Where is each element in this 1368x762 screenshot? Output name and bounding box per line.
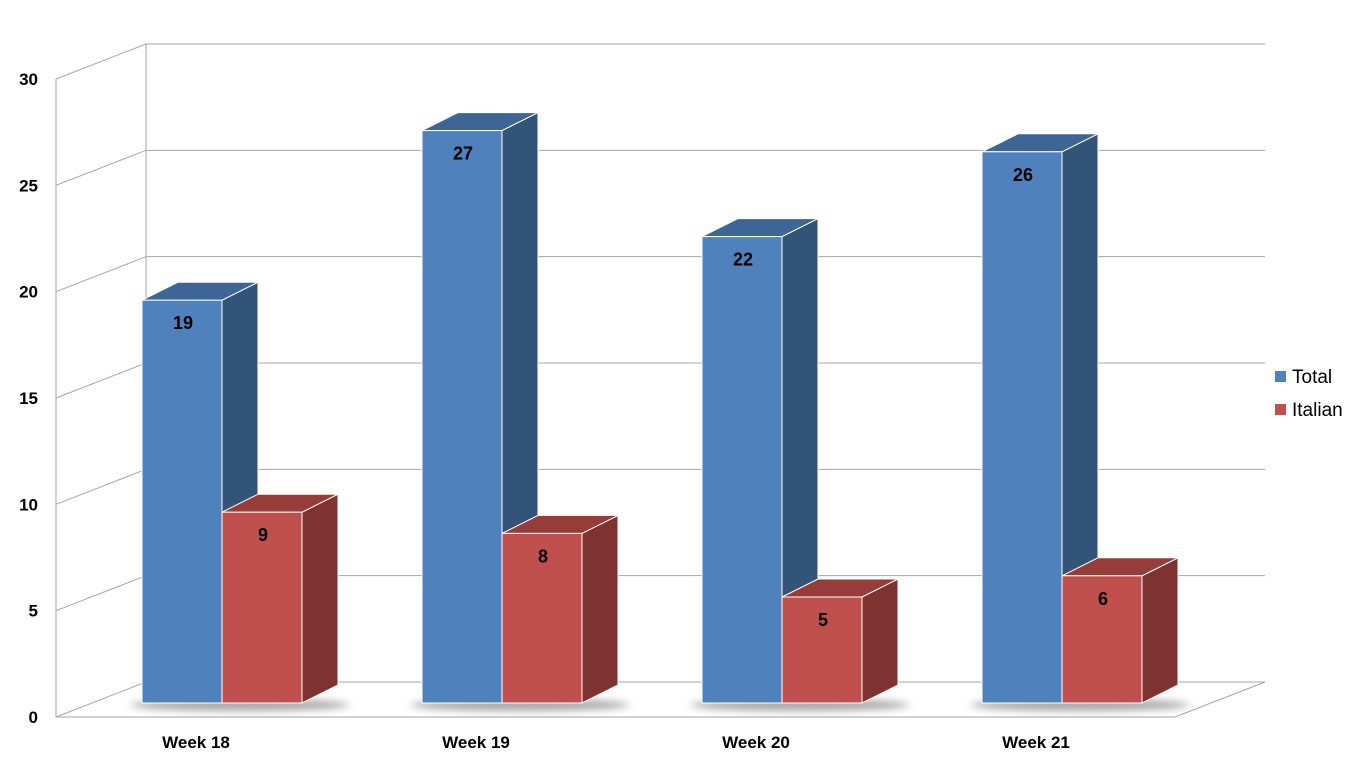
- legend-item: Total: [1275, 367, 1332, 388]
- data-label: 5: [818, 610, 828, 630]
- legend: Total Italian: [1275, 367, 1343, 421]
- y-tick-label: 10: [19, 495, 38, 514]
- bar: 5: [781, 578, 899, 704]
- chart-floor: [56, 681, 1266, 718]
- bar: 6: [1061, 556, 1179, 704]
- bar-front: [1061, 575, 1143, 704]
- data-label: 27: [453, 144, 473, 164]
- y-axis: 0 5 10 15 20 25 30: [19, 44, 147, 727]
- x-tick-label: Week 19: [442, 733, 510, 752]
- data-label: 6: [1098, 589, 1108, 609]
- bar: 8: [501, 514, 619, 704]
- y-tick-label: 5: [29, 602, 38, 621]
- bar: 26: [981, 132, 1099, 704]
- legend-swatch: [1275, 371, 1286, 382]
- bars: 19 9 27 8 22 5 26 6: [130, 111, 1190, 711]
- y-tick-label: 0: [29, 708, 38, 727]
- x-tick-label: Week 20: [722, 733, 790, 752]
- bar-front: [141, 299, 223, 704]
- bar: 9: [221, 493, 339, 704]
- bar-front: [501, 532, 583, 704]
- x-axis: Week 18 Week 19 Week 20 Week 21: [162, 733, 1070, 752]
- y-tick-label: 20: [19, 283, 38, 302]
- data-label: 8: [538, 546, 548, 566]
- data-label: 26: [1013, 165, 1033, 185]
- bar: 22: [701, 217, 819, 704]
- bar-front: [981, 151, 1063, 704]
- legend-item: Italian: [1275, 400, 1343, 421]
- x-tick-label: Week 21: [1002, 733, 1070, 752]
- bar-side: [1141, 556, 1179, 704]
- y-tick-label: 30: [19, 70, 38, 89]
- y-tick-label: 25: [19, 176, 38, 195]
- bar-side: [861, 578, 899, 704]
- bar-front: [701, 236, 783, 704]
- data-label: 19: [173, 313, 193, 333]
- legend-label: Italian: [1292, 400, 1343, 421]
- gridline: [55, 43, 1265, 80]
- data-label: 9: [258, 525, 268, 545]
- bar-front: [221, 511, 303, 704]
- floor-edge: [56, 681, 1266, 718]
- legend-swatch: [1275, 404, 1286, 415]
- bar-side: [581, 514, 619, 704]
- data-label: 22: [733, 250, 753, 270]
- bar-front: [421, 130, 503, 704]
- legend-label: Total: [1292, 367, 1332, 388]
- bar-side: [301, 493, 339, 704]
- y-tick-label: 15: [19, 389, 38, 408]
- x-tick-label: Week 18: [162, 733, 230, 752]
- bar-front: [781, 596, 863, 704]
